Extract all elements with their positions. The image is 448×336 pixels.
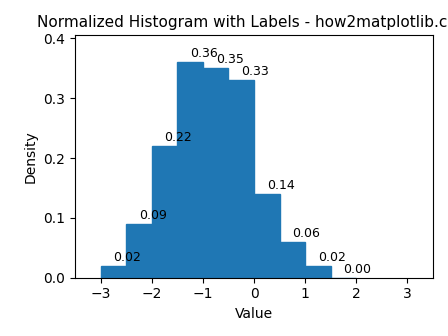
Bar [254,194,280,278]
Text: 0.14: 0.14 [267,179,294,192]
Text: 0.02: 0.02 [113,251,141,264]
Bar [280,242,305,278]
Bar [177,62,203,278]
Title: Normalized Histogram with Labels - how2matplotlib.com: Normalized Histogram with Labels - how2m… [37,15,448,30]
Y-axis label: Density: Density [24,130,38,183]
Text: 0.00: 0.00 [344,263,371,276]
Bar [203,68,228,278]
Bar [126,224,152,278]
Text: 0.35: 0.35 [215,53,244,67]
Text: 0.09: 0.09 [139,209,167,222]
Text: 0.36: 0.36 [190,47,218,60]
Text: 0.02: 0.02 [318,251,346,264]
Bar [152,146,177,278]
Bar [101,266,126,278]
Text: 0.22: 0.22 [164,131,192,144]
Bar [305,266,331,278]
X-axis label: Value: Value [235,307,273,321]
Text: 0.06: 0.06 [293,227,320,240]
Bar [228,80,254,278]
Text: 0.33: 0.33 [241,66,269,78]
